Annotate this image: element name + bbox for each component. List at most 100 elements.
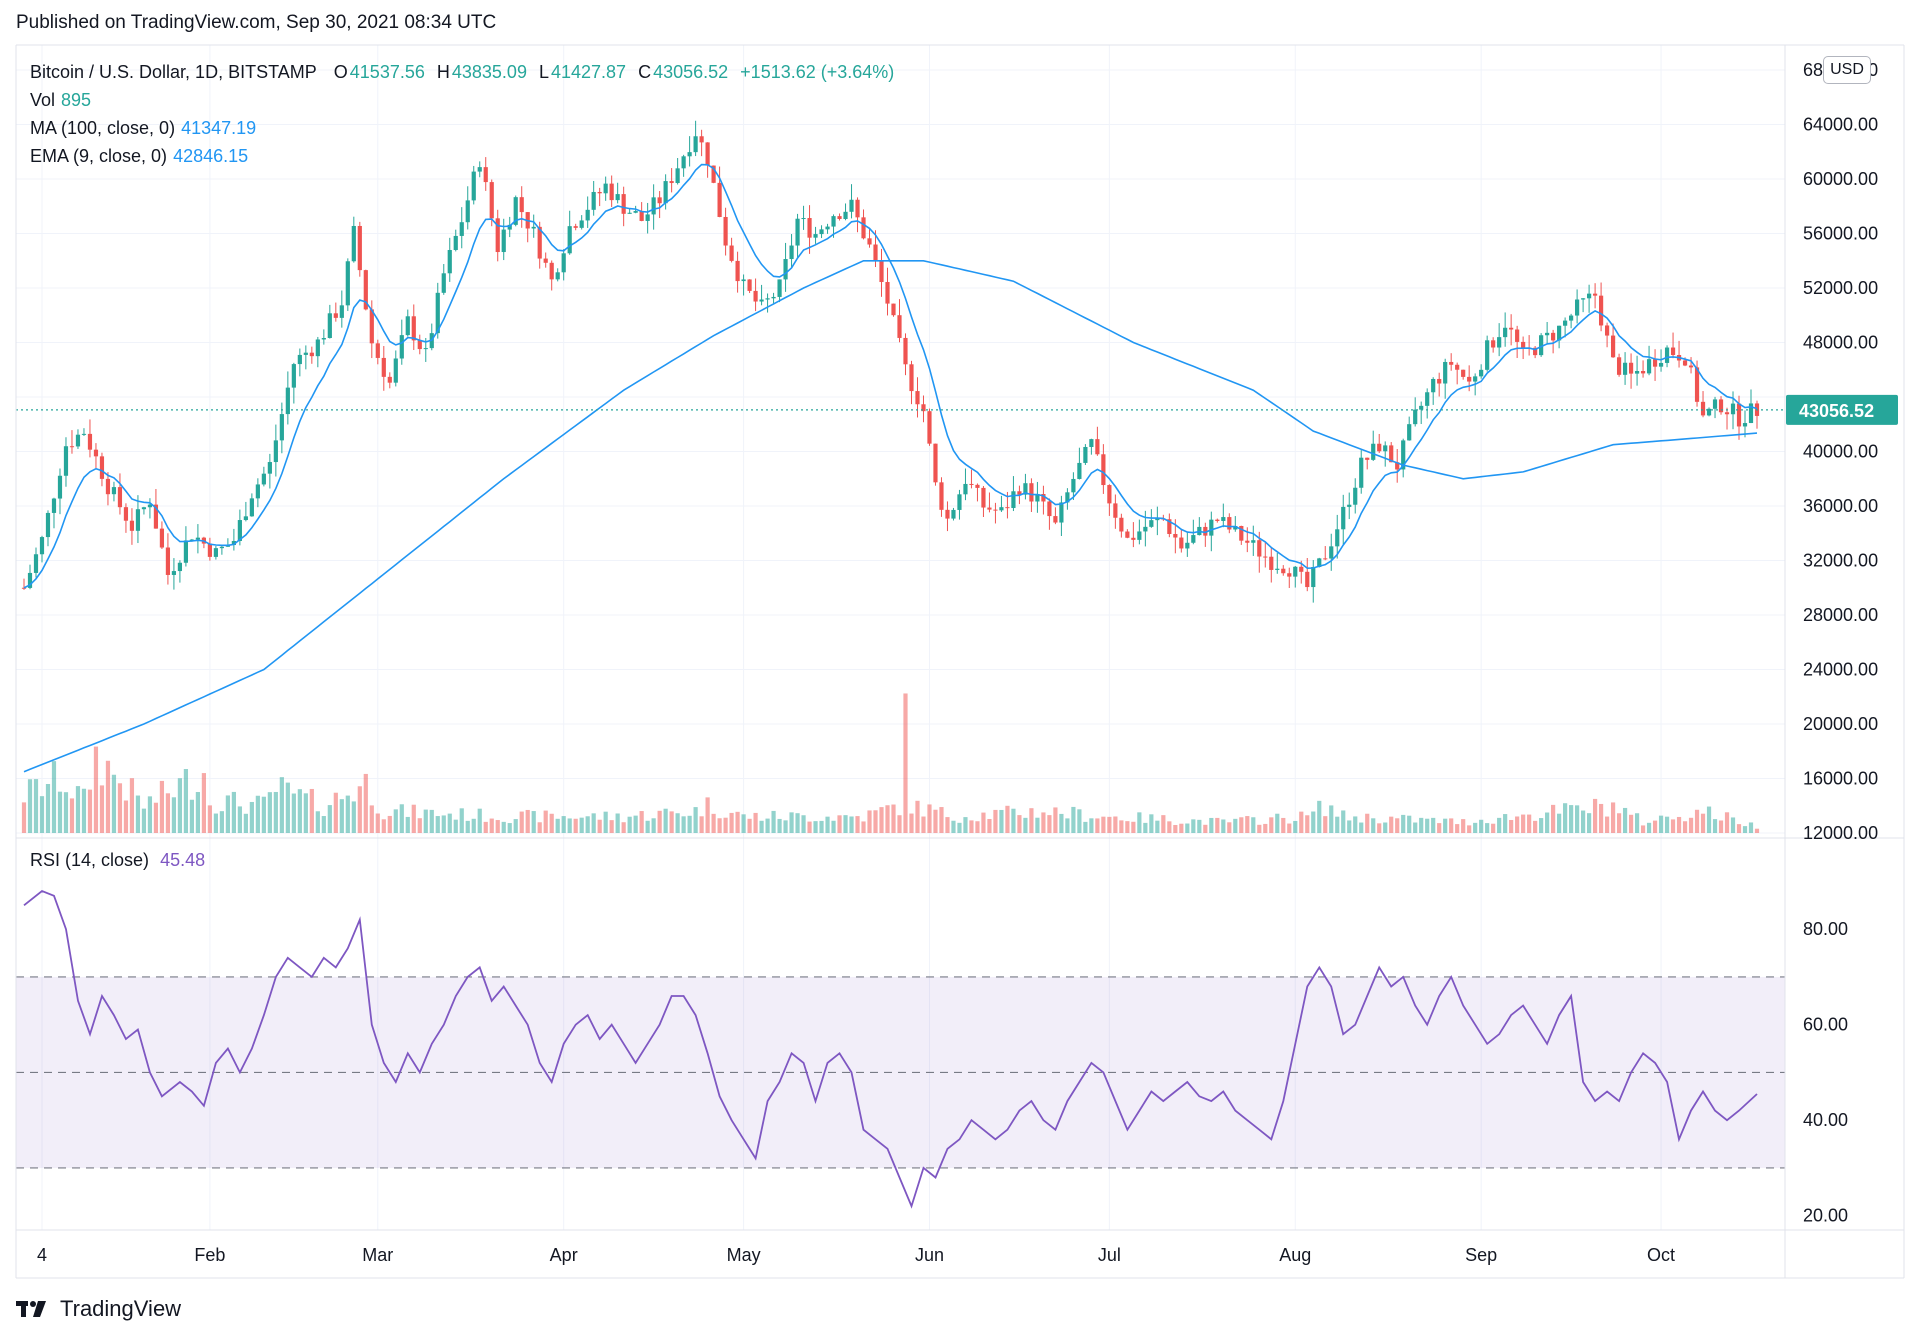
candle-body [297,354,302,365]
candle [915,377,920,418]
candle [999,495,1004,512]
volume-bar [411,804,416,833]
volume-bar [363,773,368,833]
candle [1395,449,1400,483]
volume-bar [1131,821,1136,833]
candle [1688,357,1694,374]
candle-body [1095,439,1100,455]
candle-body [105,478,111,495]
candle [717,166,722,218]
candle-body [585,209,590,221]
price-tick-label: 32000.00 [1803,551,1878,571]
volume-bar [999,809,1004,833]
candle [1287,567,1292,589]
volume-bar [1431,817,1436,833]
candle [231,528,236,551]
candle [177,560,183,583]
volume-bar [1257,824,1262,833]
volume-bar [1221,819,1226,833]
candle-body [333,313,338,318]
candle [1305,558,1310,592]
candle [1221,503,1226,528]
symbol-label[interactable]: Bitcoin / U.S. Dollar, 1D, BITSTAMP [30,62,317,82]
candle-body [177,562,183,572]
volume-bar [1299,811,1304,833]
candle [1251,525,1256,556]
candle [1491,337,1496,353]
candle [171,558,177,590]
candle [867,227,872,248]
candle-body [885,282,890,304]
time-tick-label: May [727,1245,761,1265]
candle-body [147,504,153,508]
candle [159,521,165,549]
candle [591,180,596,216]
candle [339,290,344,328]
volume-bar [927,804,932,833]
candle [1646,345,1652,376]
volume-bar [273,791,278,833]
candle-body [75,434,81,447]
candle-body [1592,293,1598,296]
candle-body [1083,446,1088,463]
candle-body [501,229,506,253]
candle-body [1724,412,1730,415]
candle-body [747,279,752,291]
candle-body [159,528,165,548]
volume-bar [183,769,189,833]
tradingview-logo[interactable]: TradingView [16,1296,181,1322]
candle-body [327,313,332,339]
candle [1365,457,1370,470]
candle-body [27,572,33,588]
currency-button[interactable]: USD [1823,56,1871,84]
candle-body [909,364,914,392]
candle-body [933,443,938,483]
candle-body [273,440,278,463]
volume-bar [369,805,374,833]
candle-body [921,404,926,412]
candle [1718,396,1724,415]
candle [381,346,386,391]
volume-bar [579,817,584,833]
candle [951,507,956,521]
candle-body [729,245,734,261]
volume-bar [219,811,224,833]
candle-body [219,546,224,549]
candle-body [555,272,560,280]
candle-body [171,571,177,575]
candle-body [1706,408,1712,416]
legend-ema-row[interactable]: EMA (9, close, 0) 42846.15 [30,142,896,170]
volume-bar [1461,819,1466,833]
candle-body [57,475,63,499]
candle [1598,282,1604,332]
volume-bar [1485,823,1490,833]
volume-bar [141,808,147,833]
volume-bar [1724,812,1730,833]
candle [213,545,218,560]
volume-bar [327,805,332,833]
candle [1461,369,1466,380]
volume-bar [675,813,680,833]
rsi-legend[interactable]: RSI (14, close) 45.48 [30,850,205,871]
candle-body [639,211,644,221]
candle [75,429,81,449]
volume-bar [1269,817,1274,833]
volume-bar [1293,820,1298,833]
legend-volume-row[interactable]: Vol 895 [30,86,896,114]
candle [1712,396,1718,419]
candle [117,473,123,515]
candle [99,452,105,487]
volume-bar [771,810,776,833]
candle-body [417,340,422,350]
candle [603,176,608,201]
candle-body [1491,340,1496,348]
candle-body [153,504,159,529]
legend-ma-row[interactable]: MA (100, close, 0) 41347.19 [30,114,896,142]
candle-body [1569,315,1574,321]
candle [555,268,560,282]
candle [825,223,830,234]
volume-bar [1365,813,1370,833]
candle-body [1658,362,1664,367]
candle [945,501,950,532]
